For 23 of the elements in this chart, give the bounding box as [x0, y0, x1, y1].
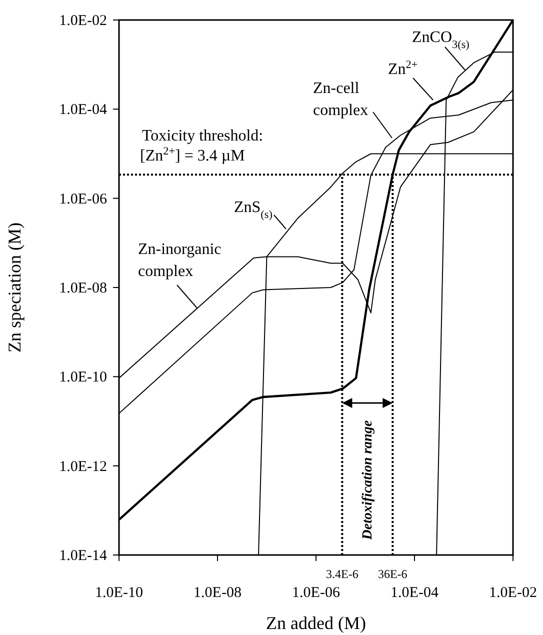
- series-label: ZnS$_{(s)}$: [234, 199, 273, 221]
- x-tick-label: 1.0E-06: [292, 585, 340, 601]
- x-tick-label: 1.0E-02: [489, 585, 537, 601]
- legend-label: Zn$^{2+}$: [388, 59, 418, 78]
- y-tick-label: 1.0E-02: [59, 13, 107, 29]
- ref-line-label: 3.4E-6: [326, 567, 358, 581]
- series-label: Zn-inorganic complex: [138, 241, 222, 280]
- annotation: Detoxification range: [360, 420, 376, 541]
- series-label: ZnCO$_{3(s)}$: [412, 29, 470, 51]
- text: Zn-cell complex: [313, 80, 368, 119]
- x-tick-label: 1.0E-08: [194, 585, 242, 601]
- y-tick-label: 1.0E-08: [59, 280, 107, 296]
- y-tick-label: 1.0E-14: [59, 548, 108, 564]
- x-tick-label: 1.0E-04: [390, 585, 439, 601]
- ref-line-label: 36E-6: [378, 567, 408, 581]
- y-tick-label: 1.0E-10: [59, 370, 107, 386]
- x-axis-title: Zn added (M): [266, 613, 366, 633]
- y-tick-label: 1.0E-04: [59, 102, 108, 118]
- x-tick-label: 1.0E-10: [95, 585, 143, 601]
- y-tick-label: 1.0E-12: [59, 458, 107, 475]
- y-tick-label: 1.0E-06: [59, 191, 108, 208]
- ref-line-label: Toxicity threshold: [Zn$^{2+}$] = 3.4 µM: [140, 128, 264, 165]
- y-axis-title: Zn speciation (M): [4, 222, 24, 352]
